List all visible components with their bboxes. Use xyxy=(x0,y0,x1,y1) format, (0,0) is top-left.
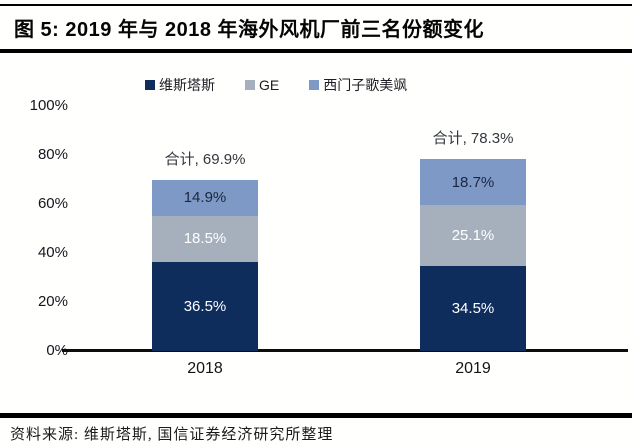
title-underline-rule xyxy=(0,49,632,53)
bar-segment-label: 36.5% xyxy=(183,297,227,315)
legend-label: 西门子歌美飒 xyxy=(323,77,408,93)
y-tick-label: 0% xyxy=(46,342,68,359)
bar-segment-label: 14.9% xyxy=(183,189,227,207)
bar-segment-label: 18.7% xyxy=(451,173,495,191)
x-tick-label-2018: 2018 xyxy=(187,360,223,377)
total-label-2018: 合计, 69.9% xyxy=(164,150,246,168)
legend-item-2: 西门子歌美飒 xyxy=(309,75,407,95)
bar-segment-label: 25.1% xyxy=(451,227,495,245)
source-note: 资料来源: 维斯塔斯, 国信证券经济研究所整理 xyxy=(10,427,334,443)
legend-label: GE xyxy=(259,77,280,93)
x-axis-line xyxy=(62,349,628,352)
bar-segment-2019-series-0: 34.5% xyxy=(420,266,526,351)
total-label-2019: 合计, 78.3% xyxy=(432,130,514,148)
top-rule xyxy=(0,4,632,6)
y-tick-label: 20% xyxy=(37,293,68,310)
bar-segment-2018-series-2: 14.9% xyxy=(152,179,258,217)
y-tick-label: 100% xyxy=(29,97,68,114)
bar-segment-2018-series-1: 18.5% xyxy=(152,216,258,262)
legend-swatch-icon xyxy=(245,80,255,90)
legend-item-1: GE xyxy=(245,77,279,93)
figure-title: 图 5: 2019 年与 2018 年海外风机厂前三名份额变化 xyxy=(14,19,485,41)
legend-swatch-icon xyxy=(309,80,320,90)
bar-segment-label: 34.5% xyxy=(451,300,495,318)
y-tick-label: 40% xyxy=(37,244,68,261)
x-tick-label-2019: 2019 xyxy=(455,360,491,377)
y-tick-label: 60% xyxy=(37,195,68,212)
footer-rule xyxy=(0,413,632,418)
bar-segment-2018-series-0: 36.5% xyxy=(152,261,258,351)
legend-item-0: 维斯塔斯 xyxy=(145,75,215,95)
bar-segment-2019-series-2: 18.7% xyxy=(420,159,526,205)
chart-legend: 维斯塔斯 GE 西门子歌美飒 xyxy=(145,75,407,95)
legend-label: 维斯塔斯 xyxy=(159,77,215,93)
legend-swatch-icon xyxy=(145,80,155,90)
y-tick-label: 80% xyxy=(37,146,68,163)
bar-segment-2019-series-1: 25.1% xyxy=(420,204,526,267)
bar-segment-label: 18.5% xyxy=(183,230,227,248)
